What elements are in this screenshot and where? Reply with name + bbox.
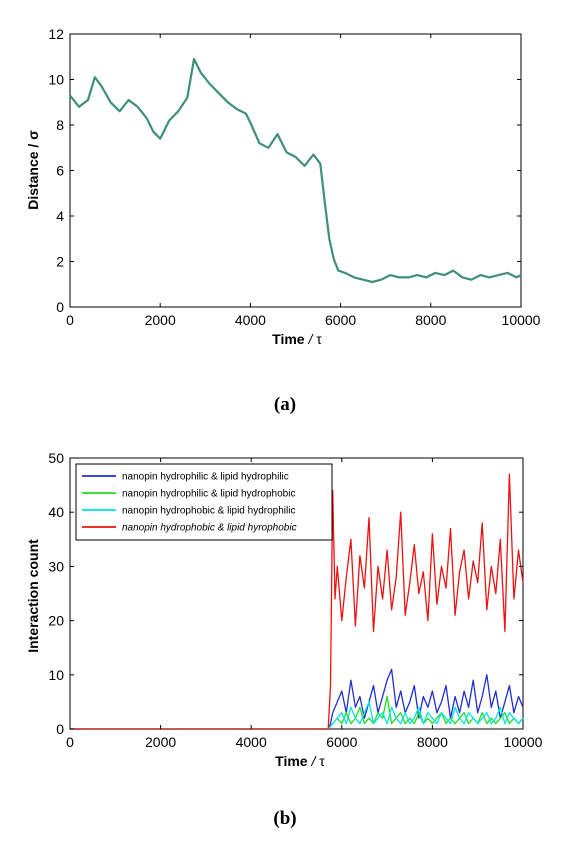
chart-b: 0 2000 4000 6000 8000 10000 0 10 20 30 40 50 nanopi… [25,450,543,829]
y-tick-label-a: 0 [56,299,64,315]
x-tick-label-b: 0 [66,734,74,750]
y-axis-label-a: Distance / σ [25,130,41,210]
x-tick-label-b: 10000 [504,734,543,750]
x-tick-label-b: 4000 [236,734,267,750]
series-line-a-0 [69,57,522,284]
legend-box [75,463,333,541]
y-tick-label-b: 30 [48,558,64,574]
series-group-a [69,57,522,284]
y-tick-label-b: 0 [56,721,64,737]
y-tick-label-b: 40 [48,504,64,520]
x-tick-label-b: 6000 [326,734,357,750]
y-tick-label-b: 10 [48,667,64,683]
x-tick-label-a: 6000 [325,312,356,328]
caption-a: (a) [274,394,296,415]
y-tick-label-a: 12 [48,26,64,42]
legend-label-3: nanopin hydrophobic & lipid hyrophobic [122,523,297,534]
series-line-b-3 [70,473,524,730]
plot-frame-a [69,33,522,308]
series-group-b [70,473,524,730]
y-tick-label-a: 6 [56,163,64,179]
x-axis-label-a: Time / τ [272,331,322,347]
x-axis-label-b: Time / τ [275,753,325,769]
ticks-b: 0 2000 4000 6000 8000 10000 0 10 20 30 40 50 [48,450,542,750]
caption-b: (b) [273,808,296,829]
y-tick-label-b: 20 [48,613,64,629]
legend-b: nanopin hydrophilic & lipid hydrophilic n… [75,463,333,541]
y-tick-label-a: 2 [56,254,64,270]
series-line-b-0 [70,668,524,730]
y-axis-label-b: Interaction count [25,539,41,653]
series-line-b-2 [70,701,524,730]
legend-label-1: nanopin hydrophilic & lipid hydrophobic [122,489,295,500]
x-tick-label-b: 8000 [417,734,448,750]
y-tick-label-b: 50 [48,450,64,466]
x-tick-label-a: 0 [66,312,74,328]
chart-a: 0 2000 4000 6000 8000 10000 0 2 4 6 8 10 12 Time / τ… [25,26,541,415]
y-tick-label-a: 4 [56,208,64,224]
x-tick-label-a: 8000 [415,312,446,328]
legend-label-0: nanopin hydrophilic & lipid hydrophilic [122,472,289,483]
y-tick-label-a: 10 [48,72,64,88]
x-tick-label-a: 10000 [502,312,541,328]
legend-label-2: nanopin hydrophobic & lipid hydrophilic [122,506,295,517]
y-tick-label-a: 8 [56,117,64,133]
ticks-a: 0 2000 4000 6000 8000 10000 0 2 4 6 8 10 12 [48,26,540,328]
x-tick-label-a: 2000 [145,312,176,328]
x-tick-label-b: 2000 [145,734,176,750]
x-tick-label-a: 4000 [235,312,266,328]
series-line-b-1 [70,695,524,730]
